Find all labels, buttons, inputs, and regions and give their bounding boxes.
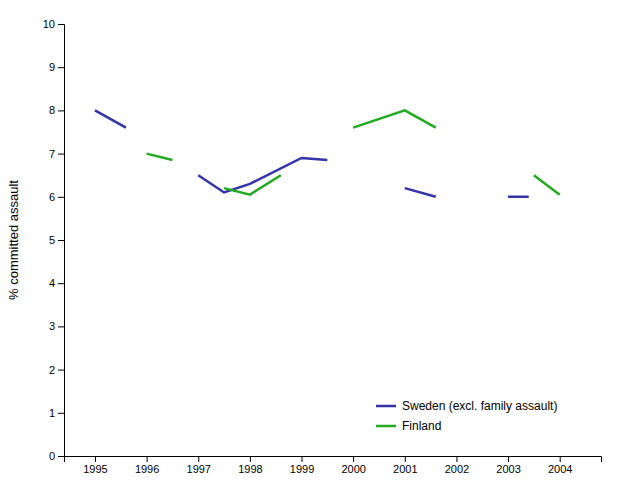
tick: 9 xyxy=(49,61,64,73)
chart-container: 1995 1996 1997 1998 1999 2000 2001 2002 2003 2004… xyxy=(0,0,625,500)
tick-label: 2001 xyxy=(393,463,417,475)
tick-mark xyxy=(58,456,64,457)
tick-mark xyxy=(508,456,509,462)
tick-mark xyxy=(58,197,64,198)
tick-label: 1998 xyxy=(238,463,262,475)
tick: 1997 xyxy=(187,456,211,475)
tick: 6 xyxy=(49,191,64,203)
tick: 2000 xyxy=(341,456,365,475)
tick: 2001 xyxy=(393,456,417,475)
legend-item: Sweden (excl. family assault) xyxy=(376,399,557,413)
tick-mark xyxy=(95,456,96,462)
tick-mark xyxy=(302,456,303,462)
tick-label: 10 xyxy=(43,18,55,30)
tick-mark xyxy=(456,456,457,462)
tick: 1 xyxy=(49,407,64,419)
tick: 2002 xyxy=(445,456,469,475)
tick-label: 9 xyxy=(49,61,55,73)
tick-label: 1997 xyxy=(187,463,211,475)
tick-mark xyxy=(250,456,251,462)
axis-line xyxy=(65,457,602,463)
tick: 5 xyxy=(49,234,64,246)
tick: 0 xyxy=(49,450,64,462)
tick-label: 1999 xyxy=(290,463,314,475)
tick-mark xyxy=(58,370,64,371)
series-line xyxy=(147,110,560,194)
tick-label: 8 xyxy=(49,104,55,116)
tick-label: 2000 xyxy=(341,463,365,475)
legend-swatch xyxy=(376,405,396,408)
tick: 8 xyxy=(49,104,64,116)
tick: 2 xyxy=(49,364,64,376)
tick: 1998 xyxy=(238,456,262,475)
legend: Sweden (excl. family assault) Finland xyxy=(376,399,557,433)
tick-label: 1996 xyxy=(135,463,159,475)
tick-label: 4 xyxy=(49,277,55,289)
tick-label: 6 xyxy=(49,191,55,203)
marks xyxy=(95,110,560,196)
chart-svg: 1995 1996 1997 1998 1999 2000 2001 2002 2003 2004… xyxy=(0,0,625,500)
legend-label: Sweden (excl. family assault) xyxy=(402,399,557,413)
tick-label: 1995 xyxy=(83,463,107,475)
legend-swatch xyxy=(376,425,396,428)
x-axis: 1995 1996 1997 1998 1999 2000 2001 2002 2003 2004 xyxy=(65,456,602,475)
tick-mark xyxy=(58,326,64,327)
tick-mark xyxy=(58,154,64,155)
tick-mark xyxy=(147,456,148,462)
tick-label: 7 xyxy=(49,148,55,160)
plot-area: 1995 1996 1997 1998 1999 2000 2001 2002 2003 2004… xyxy=(43,18,602,475)
tick-mark xyxy=(58,283,64,284)
y-axis-title: % committed assault xyxy=(6,180,21,300)
tick: 2003 xyxy=(496,456,520,475)
tick: 1996 xyxy=(135,456,159,475)
tick-mark xyxy=(198,456,199,462)
tick: 1995 xyxy=(83,456,107,475)
tick-mark xyxy=(560,456,561,462)
y-axis: 0 1 2 3 4 5 6 7 8 9 10 xyxy=(43,18,65,462)
tick: 7 xyxy=(49,148,64,160)
tick: 2004 xyxy=(548,456,572,475)
tick: 4 xyxy=(49,277,64,289)
tick-label: 2003 xyxy=(496,463,520,475)
tick-label: 0 xyxy=(49,450,55,462)
tick-mark xyxy=(405,456,406,462)
tick-mark xyxy=(58,110,64,111)
tick-mark xyxy=(58,24,64,25)
tick-mark xyxy=(58,413,64,414)
tick-mark xyxy=(58,240,64,241)
tick-label: 3 xyxy=(49,320,55,332)
tick-label: 2 xyxy=(49,364,55,376)
tick-mark xyxy=(353,456,354,462)
tick-mark xyxy=(58,67,64,68)
tick: 3 xyxy=(49,320,64,332)
tick-label: 2002 xyxy=(445,463,469,475)
tick-label: 5 xyxy=(49,234,55,246)
tick: 10 xyxy=(43,18,64,30)
axis-line xyxy=(58,25,65,457)
legend-item: Finland xyxy=(376,419,441,433)
tick: 1999 xyxy=(290,456,314,475)
tick-label: 2004 xyxy=(548,463,572,475)
tick-label: 1 xyxy=(49,407,55,419)
series-line xyxy=(95,110,529,196)
legend-label: Finland xyxy=(402,419,441,433)
